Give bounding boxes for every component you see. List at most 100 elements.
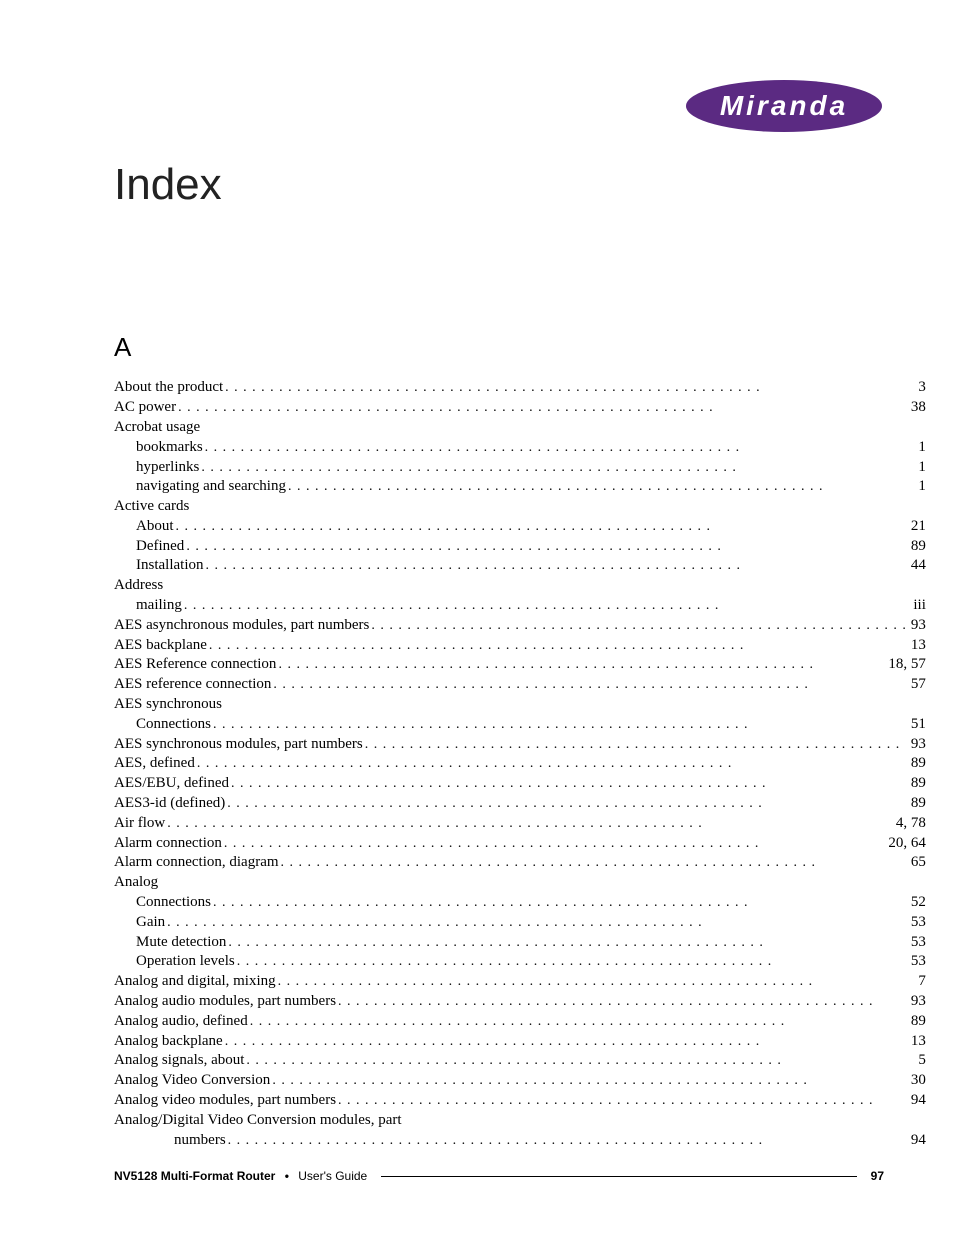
- index-entry-label: AES Reference connection: [114, 655, 276, 675]
- miranda-logo: Miranda: [684, 78, 884, 139]
- footer-guide-label: User's Guide: [298, 1169, 367, 1183]
- index-entry-label: AES3-id (defined): [114, 794, 225, 814]
- footer-rule: [381, 1176, 856, 1177]
- index-entry: AC power38: [114, 398, 926, 418]
- index-entry-page: 13: [909, 636, 926, 656]
- index-entry-page: 94: [909, 1091, 926, 1111]
- index-entry-page: 44: [909, 556, 926, 576]
- index-entry-label: Analog audio modules, part numbers: [114, 992, 336, 1012]
- index-entry-leader: [223, 379, 916, 397]
- index-entry: mailingiii: [114, 596, 926, 616]
- index-entry-page: 93: [909, 992, 926, 1012]
- index-entry: Alarm connection, diagram 65: [114, 853, 926, 873]
- index-entry-leader: [369, 617, 909, 635]
- index-entry-leader: [279, 854, 909, 872]
- index-entry: Analog backplane13: [114, 1032, 926, 1052]
- index-entry-leader: [248, 1013, 909, 1031]
- index-entry: Analog and digital, mixing7: [114, 972, 926, 992]
- index-entry: AES3-id (defined)89: [114, 794, 926, 814]
- index-entry: bookmarks 1: [114, 438, 926, 458]
- index-entry-page: 89: [909, 774, 926, 794]
- index-entry-page: 7: [916, 972, 926, 992]
- footer-page-number: 97: [871, 1169, 884, 1183]
- index-col-left: A About the product3AC power38Acrobat us…: [114, 330, 926, 1159]
- index-entry: Gain53: [114, 913, 926, 933]
- index-entry-page: 93: [909, 735, 926, 755]
- index-entry-label: Alarm connection, diagram: [114, 853, 279, 873]
- index-entry-label: navigating and searching: [136, 477, 286, 497]
- index-entry: About the product3: [114, 378, 926, 398]
- index-entry-leader: [222, 835, 887, 853]
- index-entry-leader: [336, 993, 909, 1011]
- footer-product-name: NV5128 Multi-Format Router: [114, 1169, 275, 1183]
- index-entry-page: 51: [909, 715, 926, 735]
- index-entry-label: Mute detection: [136, 933, 226, 953]
- index-entry: AES/EBU, defined89: [114, 774, 926, 794]
- index-entry-label: Address: [114, 576, 163, 596]
- index-entry: Connections51: [114, 715, 926, 735]
- index-entry-page: 4, 78: [894, 814, 926, 834]
- index-entry-label: Analog/Digital Video Conversion modules,…: [114, 1111, 402, 1131]
- index-entry-label: AES, defined: [114, 754, 195, 774]
- index-entry-label: Alarm connection: [114, 834, 222, 854]
- index-entry-leader: [165, 815, 894, 833]
- index-entry-leader: [286, 478, 916, 496]
- index-entry-label: numbers: [174, 1131, 226, 1151]
- index-entry-label: AC power: [114, 398, 176, 418]
- index-entry-label: Analog video modules, part numbers: [114, 1091, 336, 1111]
- index-entry-page: 18, 57: [886, 655, 926, 675]
- index-entry-leader: [184, 538, 909, 556]
- index-entry: AES, defined 89: [114, 754, 926, 774]
- index-entry-page: 1: [916, 438, 926, 458]
- index-entry: AES backplane13: [114, 636, 926, 656]
- index-entry-leader: [195, 755, 909, 773]
- index-entry-leader: [229, 775, 909, 793]
- index-entry: Alarm connection20, 64: [114, 834, 926, 854]
- index-entry: Analog audio modules, part numbers 93: [114, 992, 926, 1012]
- index-title: Index: [114, 160, 884, 210]
- index-entry-label: Installation: [136, 556, 204, 576]
- index-entry-leader: [176, 399, 909, 417]
- index-columns: A About the product3AC power38Acrobat us…: [114, 330, 884, 1159]
- index-entry: Analog video modules, part numbers 94: [114, 1091, 926, 1111]
- footer-separator: •: [279, 1169, 295, 1183]
- index-entry-label: AES reference connection: [114, 675, 271, 695]
- index-entry-page: 21: [909, 517, 926, 537]
- index-entry-leader: [174, 518, 909, 536]
- index-entry-leader: [336, 1092, 909, 1110]
- index-entry-page: 65: [909, 853, 926, 873]
- index-entry-page: 89: [909, 537, 926, 557]
- index-entry-page: 53: [909, 913, 926, 933]
- index-entry: Analog audio, defined89: [114, 1012, 926, 1032]
- index-entry-leader: [165, 914, 909, 932]
- index-entry: AES Reference connection 18, 57: [114, 655, 926, 675]
- index-entry: Connections52: [114, 893, 926, 913]
- index-entry-leader: [204, 557, 909, 575]
- index-entry-page: 57: [909, 675, 926, 695]
- index-entry: navigating and searching1: [114, 477, 926, 497]
- index-entry-label: Operation levels: [136, 952, 235, 972]
- index-entry-leader: [211, 894, 909, 912]
- index-entry-page: 52: [909, 893, 926, 913]
- index-entry: Operation levels53: [114, 952, 926, 972]
- index-entry-leader: [270, 1072, 909, 1090]
- index-entry: Active cards: [114, 497, 926, 517]
- index-entry-label: Analog backplane: [114, 1032, 223, 1052]
- index-entry-label: Analog audio, defined: [114, 1012, 248, 1032]
- index-entry-leader: [203, 439, 917, 457]
- index-entry-leader: [211, 716, 909, 734]
- page-footer: NV5128 Multi-Format Router • User's Guid…: [114, 1169, 884, 1183]
- index-entry-leader: [199, 459, 916, 477]
- index-entry-page: iii: [911, 596, 926, 616]
- index-entry-page: 89: [909, 754, 926, 774]
- index-entry-leader: [226, 1132, 909, 1150]
- index-entry: Acrobat usage: [114, 418, 926, 438]
- index-entry: AES synchronous: [114, 695, 926, 715]
- index-entry-label: AES synchronous: [114, 695, 222, 715]
- index-entry: Analog: [114, 873, 926, 893]
- index-entry-leader: [235, 953, 909, 971]
- index-entry-label: hyperlinks: [136, 458, 199, 478]
- index-entry: AES synchronous modules, part numbers93: [114, 735, 926, 755]
- index-entry-leader: [271, 676, 908, 694]
- index-entry-label: bookmarks: [136, 438, 203, 458]
